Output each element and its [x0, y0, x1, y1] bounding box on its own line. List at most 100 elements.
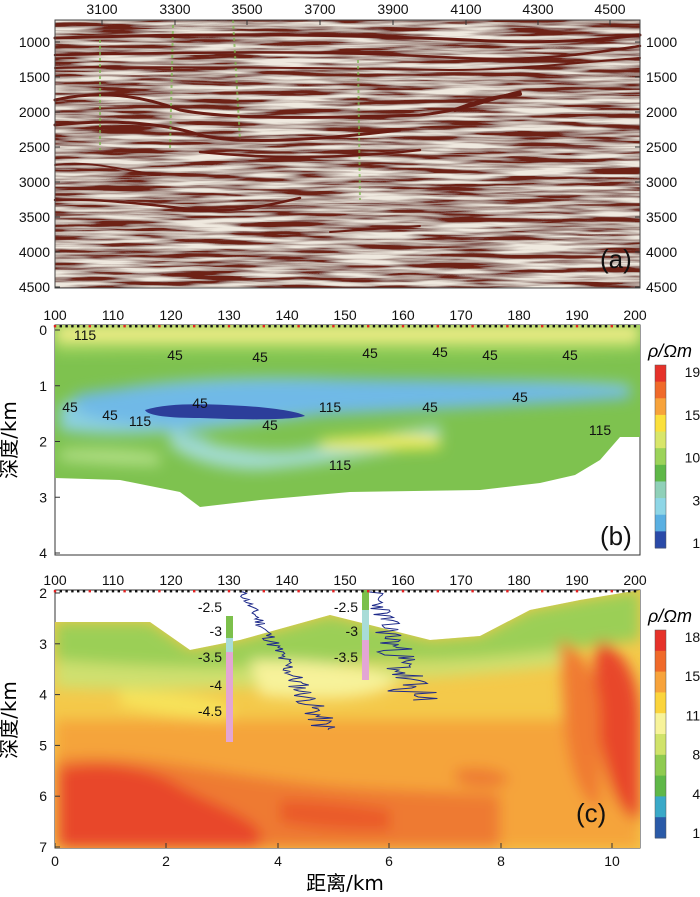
station-marker	[285, 590, 289, 593]
station-marker	[314, 590, 318, 593]
station-marker	[517, 590, 521, 593]
station-marker	[616, 590, 619, 593]
station-marker	[349, 325, 352, 328]
station-marker	[448, 590, 451, 593]
top-tick-label: 120	[159, 572, 183, 588]
station-marker	[599, 325, 602, 328]
station-marker	[372, 325, 376, 328]
colorbar-segment	[655, 817, 666, 839]
station-marker	[181, 325, 184, 328]
station-marker	[262, 325, 265, 328]
station-marker	[291, 325, 294, 328]
station-marker	[303, 590, 306, 593]
colorbar-segment	[655, 365, 666, 383]
top-tick-label: 190	[565, 572, 589, 588]
station-marker	[575, 590, 579, 593]
station-marker	[262, 590, 265, 593]
station-marker	[227, 590, 231, 593]
top-tick-label: 100	[43, 572, 67, 588]
station-marker	[506, 590, 509, 593]
station-marker	[459, 590, 463, 593]
station-marker	[117, 325, 120, 328]
station-marker	[517, 325, 521, 328]
station-marker	[204, 590, 207, 593]
station-marker	[425, 590, 428, 593]
station-marker	[622, 325, 625, 328]
station-marker	[378, 590, 381, 593]
station-marker	[454, 590, 457, 593]
station-marker	[187, 325, 190, 328]
contour-label: 45	[192, 395, 208, 411]
colorbar-segment	[655, 431, 666, 449]
station-marker	[500, 325, 503, 328]
panel-b-colorbar: 192 150 101 31 10	[654, 364, 700, 551]
station-marker	[65, 590, 68, 593]
colorbar-segment	[655, 754, 666, 777]
station-marker	[222, 590, 225, 593]
station-marker	[140, 590, 144, 593]
station-marker	[314, 325, 318, 328]
station-marker	[436, 325, 439, 328]
contour-label: 45	[62, 399, 78, 415]
panel-c-label: (c)	[576, 798, 606, 828]
distance-tick-label: 4	[274, 853, 282, 869]
station-marker	[77, 590, 80, 593]
colorbar-segment	[655, 498, 666, 516]
station-marker	[587, 325, 590, 328]
station-marker	[111, 325, 115, 328]
top-tick-label: 180	[507, 572, 531, 588]
station-marker	[529, 325, 532, 328]
well-log-2	[362, 590, 438, 701]
station-marker	[53, 325, 57, 328]
station-marker	[546, 325, 550, 328]
station-marker	[570, 590, 573, 593]
colorbar-segment	[655, 381, 666, 399]
top-tick-label: 200	[623, 307, 647, 323]
colorbar-tick-label: 10	[692, 825, 700, 841]
station-marker	[53, 590, 57, 593]
station-marker	[633, 590, 637, 593]
panel-c-depth-axis: 2 3 4 5 6 7	[39, 585, 60, 855]
panel-b-depth-axis: 0 1 2 3 4	[39, 322, 60, 561]
station-marker	[488, 325, 492, 328]
depth-tick-label: 3000	[19, 174, 50, 190]
colorbar-segment	[655, 775, 666, 797]
contour-label: 115	[319, 399, 342, 415]
station-marker	[500, 590, 503, 593]
station-marker	[198, 325, 202, 328]
panel-a-frame	[54, 19, 641, 289]
station-marker	[82, 325, 86, 328]
depth-tick-label: 4	[39, 545, 47, 561]
distance-tick-label: 8	[497, 853, 505, 869]
contour-label: 45	[422, 399, 438, 415]
station-marker	[338, 325, 341, 328]
panel-b-contour-labels: 115 45 45 45 45 45 45 45 45 115 45 45 115 45 45 115 115	[62, 327, 611, 473]
station-marker	[454, 325, 457, 328]
station-marker	[94, 325, 97, 328]
station-marker	[622, 590, 625, 593]
top-tick-label: 110	[102, 307, 125, 323]
top-tick-label: 170	[449, 307, 473, 323]
well-log-1	[226, 591, 336, 742]
station-marker	[280, 590, 283, 593]
top-tick-label: 4300	[522, 1, 553, 17]
top-tick-label: 170	[449, 572, 473, 588]
panel-c-colorbar: 185 150 115 80 45 10	[654, 629, 700, 841]
station-marker	[129, 325, 132, 328]
station-marker	[401, 590, 405, 593]
depth-tick-label: 1000	[19, 34, 50, 50]
top-tick-label: 3500	[231, 1, 262, 17]
panel-b: 115 45 45 45 45 45 45 45 45 115 45 45 115 45 45 115115 …	[0, 307, 700, 561]
colorbar-segment	[655, 514, 666, 532]
colorbar-tick-label: 185	[685, 629, 700, 645]
top-tick-label: 110	[102, 572, 125, 588]
station-marker	[396, 590, 399, 593]
station-marker	[355, 590, 358, 593]
panel-a: 3100 3300 3500 3700 3900 4100 4300 4500 1000 150…	[19, 1, 678, 295]
well-tick-label: -4.5	[198, 703, 222, 719]
colorbar-segment	[655, 398, 666, 416]
panel-b-resistivity-map: 115 45 45 45 45 45 45 45 45 115 45 45 115 45 45 115 115	[55, 325, 640, 507]
panel-c-xlabel: 距离/km	[306, 871, 384, 895]
station-marker	[599, 590, 602, 593]
colorbar-tick-label: 80	[692, 747, 700, 763]
